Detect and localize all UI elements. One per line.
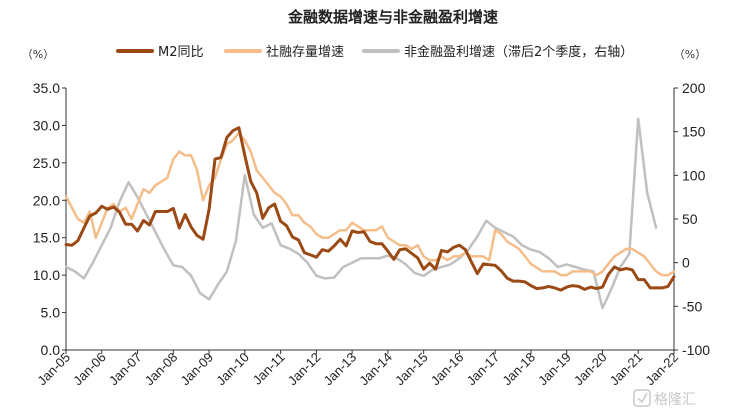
x-tick-label: Jan-21 (607, 350, 646, 389)
legend-label-1: 社融存量增速 (266, 44, 344, 60)
x-tick-label: Jan-15 (392, 350, 431, 389)
series-line-1 (64, 131, 676, 277)
x-tick-label: Jan-16 (428, 350, 467, 389)
right-tick-label: 200 (682, 80, 706, 96)
left-tick-label: 15.0 (33, 230, 60, 246)
left-tick-label: 5.0 (41, 305, 61, 321)
x-tick-label: Jan-10 (213, 350, 252, 389)
x-tick-label: Jan-08 (142, 350, 181, 389)
x-tick-label: Jan-17 (464, 350, 503, 389)
left-axis-unit: （%） (22, 48, 54, 61)
watermark-logo-icon (633, 389, 651, 407)
left-tick-label: 20.0 (33, 192, 60, 208)
x-tick-label: Jan-06 (70, 350, 109, 389)
x-tick-label: Jan-14 (356, 350, 395, 389)
left-tick-label: 35.0 (33, 80, 60, 96)
x-tick-label: Jan-07 (106, 350, 145, 389)
right-tick-label: 150 (682, 124, 706, 140)
right-tick-label: -100 (682, 342, 710, 358)
x-tick-label: Jan-11 (250, 350, 288, 388)
series-line-2 (64, 117, 658, 310)
right-axis-ticks: -100 -50 0 50 100 150 200 (674, 80, 710, 358)
x-tick-label: Jan-09 (177, 350, 216, 389)
x-tick-label: Jan-13 (321, 350, 360, 389)
chart-title: 金融数据增速与非金融盈利增速 (287, 8, 498, 26)
left-tick-label: 25.0 (33, 155, 60, 171)
x-tick-label: Jan-22 (642, 350, 681, 389)
left-tick-label: 30.0 (33, 117, 60, 133)
legend-label-0: M2同比 (158, 45, 204, 60)
legend: M2同比 社融存量增速 非金融盈利增速（滞后2个季度，右轴） (116, 44, 633, 60)
series-layer (64, 117, 676, 310)
watermark: 格隆汇 (633, 389, 696, 408)
x-tick-label: Jan-12 (285, 350, 324, 389)
left-tick-label: 0.0 (41, 342, 61, 358)
watermark-text: 格隆汇 (654, 392, 696, 408)
right-tick-label: -50 (682, 298, 702, 314)
left-tick-label: 10.0 (33, 267, 60, 283)
right-tick-label: 100 (682, 167, 706, 183)
right-axis-unit: （%） (674, 48, 706, 61)
right-tick-label: 50 (682, 211, 698, 227)
series-line-0 (64, 126, 676, 292)
legend-label-2: 非金融盈利增速（滞后2个季度，右轴） (404, 44, 633, 60)
x-tick-label: Jan-18 (499, 350, 538, 389)
x-axis-ticks: Jan-05Jan-06Jan-07Jan-08Jan-09Jan-10Jan-… (34, 350, 681, 389)
right-tick-label: 0 (682, 255, 690, 271)
x-tick-label: Jan-19 (535, 350, 574, 389)
left-axis-ticks: 0.0 5.0 10.0 15.0 20.0 25.0 30.0 35.0 (33, 80, 66, 358)
x-tick-label: Jan-20 (571, 350, 610, 389)
